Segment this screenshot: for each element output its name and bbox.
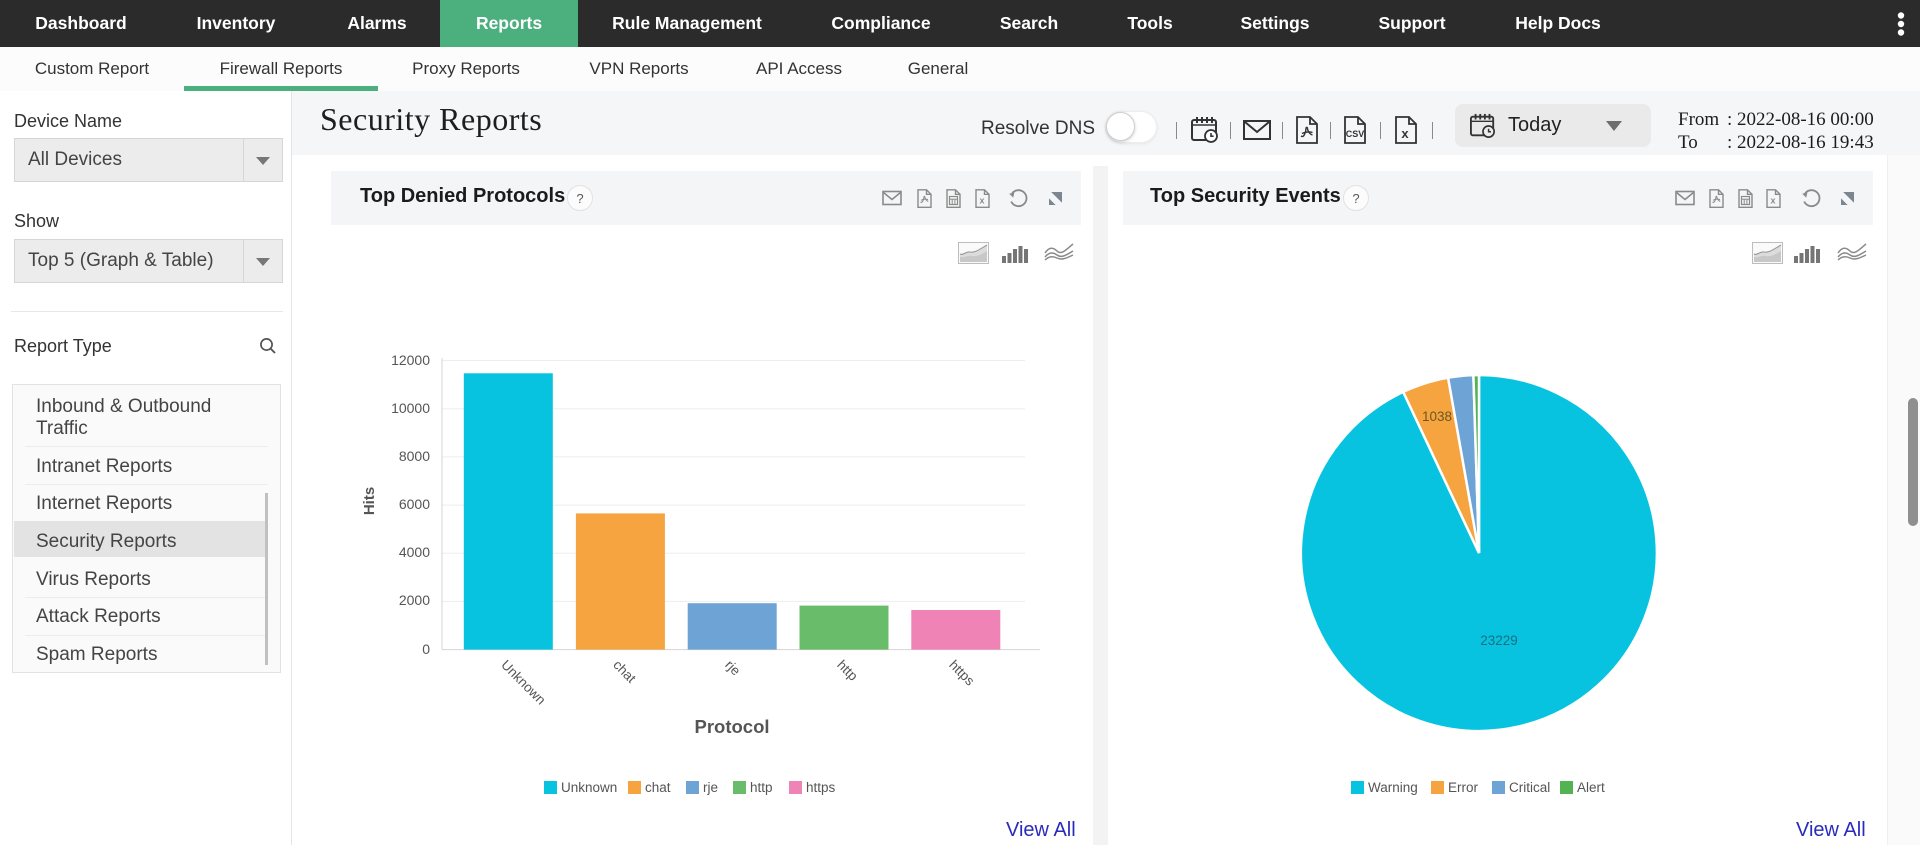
svg-text:12000: 12000 bbox=[391, 352, 430, 368]
svg-text:x: x bbox=[979, 196, 984, 206]
svg-text:rje: rje bbox=[703, 780, 718, 795]
svg-text:0: 0 bbox=[422, 641, 430, 657]
svg-text:Warning: Warning bbox=[1368, 780, 1418, 795]
svg-text:x: x bbox=[1401, 126, 1409, 141]
svg-text:10000: 10000 bbox=[391, 400, 430, 416]
svg-text:4000: 4000 bbox=[399, 544, 430, 560]
svg-text:Critical: Critical bbox=[1509, 780, 1550, 795]
svg-text:rje: rje bbox=[722, 657, 743, 678]
svg-text:chat: chat bbox=[610, 657, 639, 686]
svg-text:chat: chat bbox=[645, 780, 671, 795]
svg-text:Hits: Hits bbox=[361, 487, 378, 515]
svg-text:23229: 23229 bbox=[1480, 633, 1518, 648]
svg-text:x: x bbox=[1770, 196, 1775, 206]
svg-text:http: http bbox=[750, 780, 773, 795]
svg-text:6000: 6000 bbox=[399, 496, 430, 512]
svg-text:8000: 8000 bbox=[399, 448, 430, 464]
svg-text:http: http bbox=[834, 657, 861, 684]
svg-text:Unknown: Unknown bbox=[561, 780, 617, 795]
svg-text:CSV: CSV bbox=[1346, 129, 1365, 139]
svg-text:1038: 1038 bbox=[1422, 409, 1452, 424]
svg-text:Unknown: Unknown bbox=[498, 657, 548, 707]
svg-text:Alert: Alert bbox=[1577, 780, 1605, 795]
svg-text:https: https bbox=[806, 780, 836, 795]
svg-text:2000: 2000 bbox=[399, 592, 430, 608]
svg-text:Error: Error bbox=[1448, 780, 1479, 795]
svg-text:Protocol: Protocol bbox=[694, 716, 769, 737]
svg-text:https: https bbox=[946, 657, 977, 688]
